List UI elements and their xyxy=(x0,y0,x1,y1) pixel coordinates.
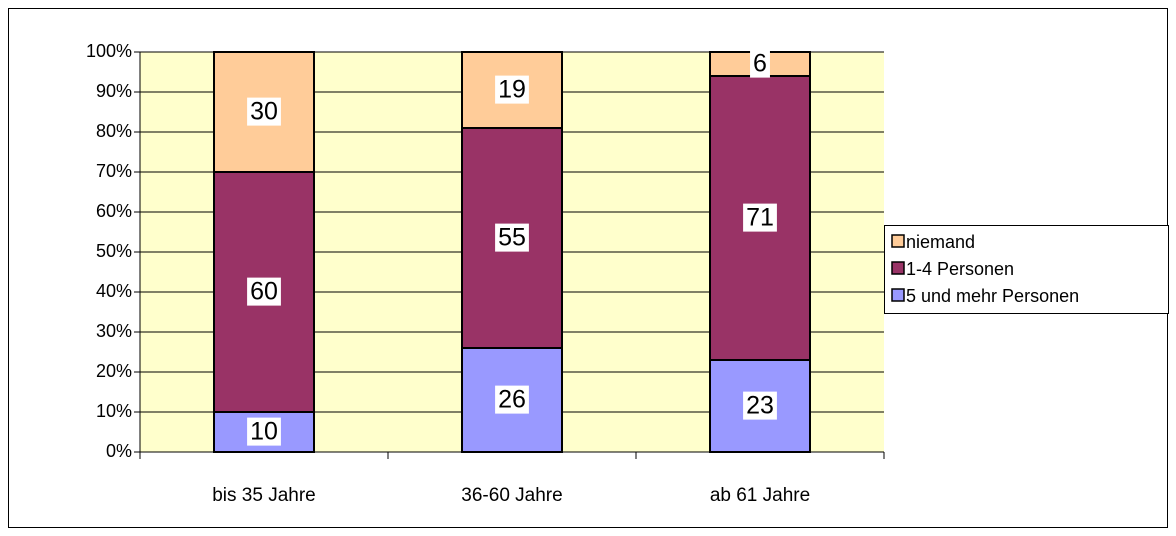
y-tick-label: 30% xyxy=(96,321,132,341)
data-label-bg xyxy=(247,277,281,306)
y-tick-label: 50% xyxy=(96,241,132,261)
data-label-bg xyxy=(495,223,529,252)
data-label: 26 xyxy=(498,386,526,414)
y-tick-label: 90% xyxy=(96,81,132,101)
data-label: 6 xyxy=(753,50,767,78)
data-label: 55 xyxy=(498,224,526,252)
x-tick-label: ab 61 Jahre xyxy=(710,485,810,506)
legend-label: 1-4 Personen xyxy=(906,259,1014,279)
data-label: 19 xyxy=(498,76,526,104)
data-label-bg xyxy=(750,49,770,78)
data-label-bg xyxy=(247,97,281,126)
y-tick-label: 80% xyxy=(96,121,132,141)
y-tick-label: 70% xyxy=(96,161,132,181)
data-label: 60 xyxy=(250,278,278,306)
legend-label: 5 und mehr Personen xyxy=(906,286,1079,306)
legend-label: niemand xyxy=(906,232,975,252)
data-label-bg xyxy=(743,203,777,232)
y-tick-label: 10% xyxy=(96,401,132,421)
data-label: 10 xyxy=(250,418,278,446)
y-tick-label: 100% xyxy=(86,41,132,61)
bar-segment xyxy=(213,171,315,413)
data-label-bg xyxy=(743,391,777,420)
y-tick-label: 20% xyxy=(96,361,132,381)
data-label-bg xyxy=(495,75,529,104)
legend-box xyxy=(884,225,1169,314)
x-tick-label: bis 35 Jahre xyxy=(212,485,316,506)
legend-swatch xyxy=(891,234,905,248)
x-tick-label: 36-60 Jahre xyxy=(461,485,562,506)
data-label: 30 xyxy=(250,98,278,126)
y-tick-label: 0% xyxy=(106,441,132,461)
legend-swatch xyxy=(891,288,905,302)
data-label-bg xyxy=(495,385,529,414)
data-label: 23 xyxy=(746,392,774,420)
data-label-bg xyxy=(247,417,281,446)
data-label: 71 xyxy=(746,204,774,232)
legend-swatch xyxy=(891,261,905,275)
y-tick-label: 40% xyxy=(96,281,132,301)
y-tick-label: 60% xyxy=(96,201,132,221)
